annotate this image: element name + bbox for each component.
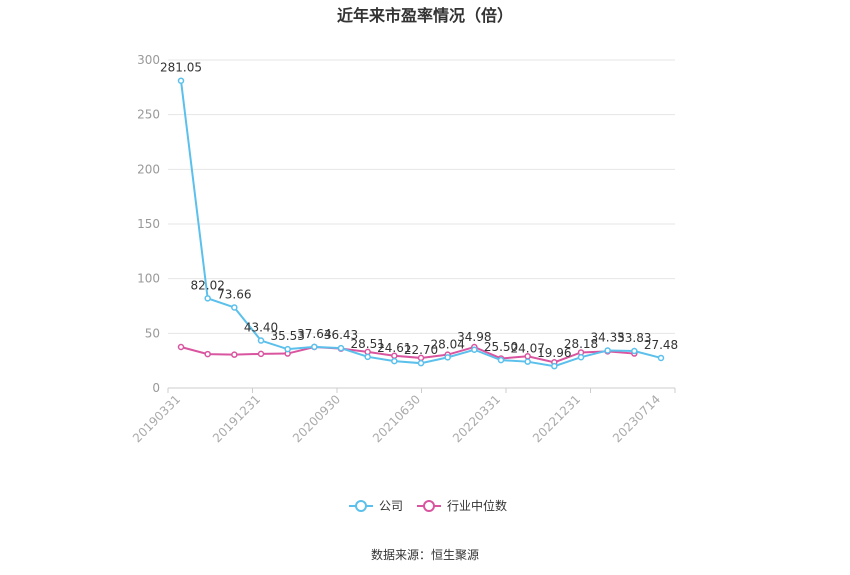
- data-label: 28.04: [430, 337, 464, 351]
- data-label: 19.96: [537, 346, 571, 360]
- y-tick-label: 250: [137, 108, 160, 122]
- data-point: [337, 344, 345, 352]
- y-tick-label: 0: [152, 381, 160, 395]
- data-point: [577, 353, 585, 361]
- data-label: 281.05: [160, 61, 202, 75]
- data-point: [657, 354, 665, 362]
- data-source: 数据来源：恒生聚源: [371, 547, 479, 562]
- x-tick-label: 20220331: [450, 392, 503, 445]
- x-tick-label: 20200930: [290, 392, 343, 445]
- series-line: [180, 345, 635, 364]
- data-label: 28.51: [350, 337, 384, 351]
- data-point: [391, 357, 398, 365]
- legend-label: 公司: [379, 499, 403, 513]
- data-point: [204, 350, 211, 358]
- data-point: [551, 362, 558, 370]
- data-label: 34.35: [590, 330, 624, 344]
- data-label: 35.53: [270, 329, 304, 343]
- legend-marker: [355, 500, 367, 512]
- data-point: [257, 350, 265, 358]
- data-label: 22.70: [404, 343, 438, 357]
- data-label: 28.18: [564, 337, 598, 351]
- data-point: [231, 351, 238, 358]
- legend-label: 行业中位数: [447, 498, 507, 513]
- chart-title: 近年来市盈率情况（倍）: [337, 6, 513, 25]
- data-label: 24.61: [377, 341, 411, 355]
- x-tick-label: 20191231: [210, 392, 263, 445]
- data-point: [204, 295, 211, 302]
- data-label: 43.40: [244, 321, 278, 335]
- data-label: 82.02: [190, 278, 224, 292]
- y-tick-label: 150: [137, 217, 160, 231]
- y-tick-label: 100: [137, 272, 160, 286]
- data-label: 36.43: [324, 328, 358, 342]
- data-label: 73.66: [217, 287, 251, 301]
- x-tick-label: 20230714: [610, 392, 663, 445]
- x-axis: 20190331 20191231 20200930 20210630 20220331…: [130, 387, 676, 445]
- data-point: [284, 345, 291, 353]
- data-label: 37.64: [297, 327, 331, 341]
- data-point: [524, 358, 531, 365]
- data-point: [471, 346, 478, 354]
- x-tick-label: 20210630: [370, 392, 423, 445]
- data-point: [257, 337, 265, 344]
- x-tick-label: 20190331: [130, 392, 183, 445]
- y-axis: 0 50 100 150 200 250 300: [137, 53, 160, 395]
- data-point: [631, 347, 638, 355]
- y-tick-label: 300: [137, 53, 160, 67]
- data-point: [231, 304, 238, 311]
- data-label: 34.98: [457, 330, 491, 344]
- data-point: [604, 347, 611, 354]
- data-label: 27.48: [644, 338, 678, 352]
- data-point: [364, 353, 371, 361]
- data-label: 25.50: [484, 340, 518, 354]
- y-tick-label: 200: [137, 162, 160, 176]
- legend: 公司 行业中位数: [349, 498, 507, 513]
- data-point: [417, 359, 425, 367]
- legend-marker: [423, 500, 435, 512]
- x-tick-label: 20221231: [530, 392, 583, 445]
- y-tick-label: 50: [145, 326, 160, 340]
- data-label: 33.83: [617, 331, 651, 345]
- data-point: [444, 354, 451, 361]
- gridlines: [168, 59, 675, 334]
- data-label: 24.07: [510, 342, 544, 356]
- data-point: [177, 343, 185, 351]
- data-point: [497, 356, 505, 364]
- data-point: [177, 77, 185, 84]
- data-point: [311, 343, 318, 351]
